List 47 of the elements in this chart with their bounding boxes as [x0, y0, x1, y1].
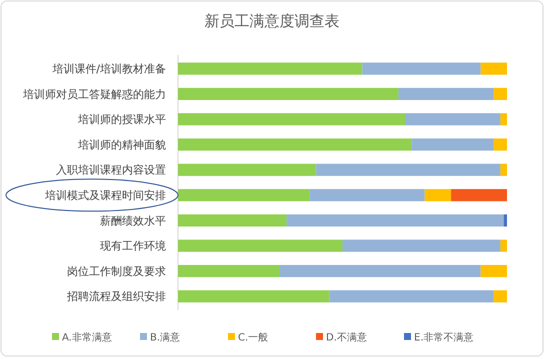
bar — [500, 164, 507, 176]
legend-label: D.不满意 — [326, 332, 367, 344]
legend-label: B.满意 — [150, 332, 180, 344]
y-tick-label: 培训课件/培训教材准备 — [51, 62, 166, 76]
bar — [405, 113, 500, 126]
bar — [494, 88, 507, 100]
bar — [178, 264, 280, 278]
y-tick-label: 培训师的精神面貌 — [77, 138, 166, 152]
bar — [480, 264, 507, 278]
y-tick-label: 薪酬绩效水平 — [100, 214, 166, 228]
bar — [178, 189, 310, 202]
legend-label: C.一般 — [238, 332, 268, 344]
bar — [178, 164, 316, 176]
bar — [280, 264, 481, 278]
bar — [504, 214, 507, 227]
bar — [412, 138, 494, 151]
bar — [178, 290, 330, 302]
bar — [178, 88, 398, 100]
bar — [310, 189, 425, 202]
bar — [451, 189, 507, 202]
legend-label: A.非常满意 — [62, 332, 112, 344]
bar — [494, 290, 507, 302]
y-tick-label: 培训师的授课水平 — [77, 113, 166, 126]
bar — [500, 240, 507, 252]
bar — [286, 214, 504, 227]
chart-title: 新员工满意度调查表 — [204, 12, 340, 30]
bar — [178, 113, 406, 126]
bar — [500, 113, 507, 126]
bar — [329, 290, 494, 302]
bar — [178, 240, 342, 252]
bar — [480, 62, 507, 75]
bar — [424, 189, 452, 202]
legend-label: E.非常不满意 — [414, 332, 474, 344]
bar — [178, 214, 287, 227]
y-tick-label: 现有工作环境 — [100, 240, 166, 253]
y-tick-label: 招聘流程及组织安排 — [66, 290, 166, 304]
y-tick-label: 岗位工作制度及要求 — [67, 264, 166, 278]
bar — [362, 62, 481, 75]
bar — [178, 138, 412, 151]
bar — [178, 62, 362, 75]
bar — [342, 240, 500, 252]
bar — [494, 138, 507, 151]
y-tick-label: 培训模式及课程时间安排 — [44, 189, 166, 202]
bar — [316, 164, 500, 176]
y-tick-label: 入职培训课程内容设置 — [56, 164, 166, 177]
y-tick-label: 培训师对员工答疑解惑的能力 — [22, 88, 166, 101]
bar — [398, 88, 494, 100]
